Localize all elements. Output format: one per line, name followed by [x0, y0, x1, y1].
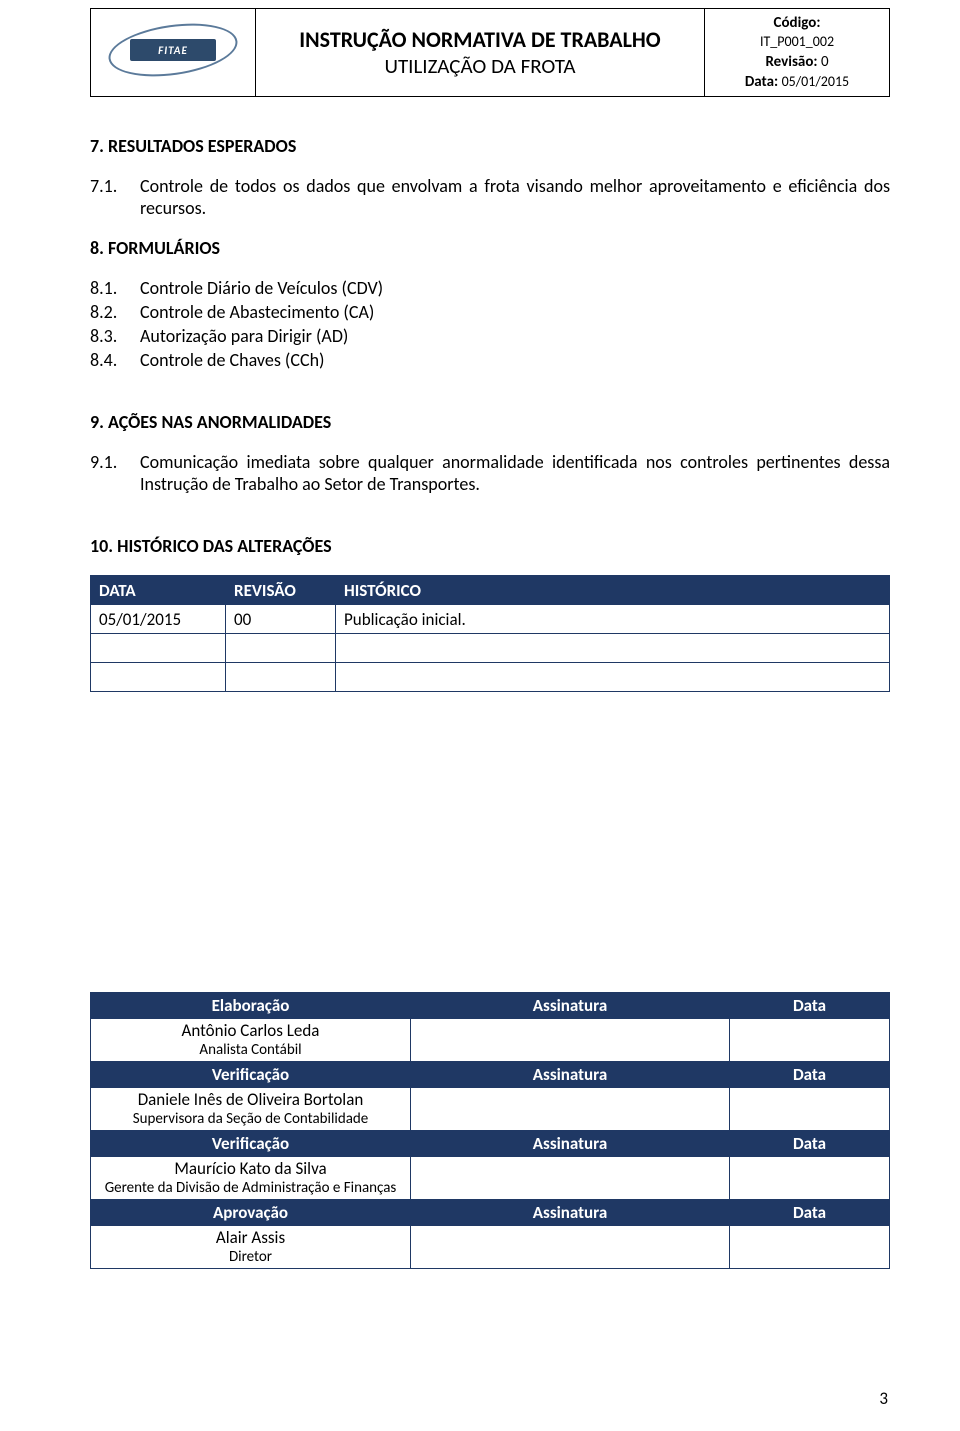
sig-signature-cell [411, 1226, 730, 1269]
table-row: Antônio Carlos Leda Analista Contábil [91, 1019, 890, 1062]
sig-role-header: Elaboração [91, 993, 411, 1019]
rev-value: 0 [821, 53, 829, 71]
table-row: 05/01/2015 00 Publicação inicial. [91, 605, 890, 634]
sig-sig-header: Assinatura [411, 1062, 730, 1088]
item-num: 7.1. [90, 175, 140, 219]
cell [226, 634, 336, 663]
hist-col-rev: REVISÃO [226, 576, 336, 605]
section-7-heading: 7. RESULTADOS ESPERADOS [90, 135, 890, 157]
code-value: IT_P001_002 [711, 33, 883, 52]
item-num: 8.1. [90, 277, 140, 299]
sig-name: Antônio Carlos Leda [182, 1020, 320, 1041]
sig-role: Supervisora da Seção de Contabilidade [97, 1110, 404, 1129]
date-value: 05/01/2015 [782, 73, 850, 90]
cell [91, 663, 226, 692]
sig-name-cell: Maurício Kato da Silva Gerente da Divisã… [91, 1157, 411, 1200]
history-table: DATA REVISÃO HISTÓRICO 05/01/2015 00 Pub… [90, 575, 890, 692]
sig-name: Alair Assis [216, 1227, 285, 1248]
code-label: Código: [774, 14, 821, 32]
cell [336, 663, 890, 692]
item-8-2: 8.2. Controle de Abastecimento (CA) [90, 301, 890, 323]
page-number: 3 [879, 1388, 888, 1409]
sig-name-cell: Antônio Carlos Leda Analista Contábil [91, 1019, 411, 1062]
logo-cell: FITAE [91, 9, 256, 97]
cell [226, 663, 336, 692]
sig-role: Diretor [97, 1248, 404, 1267]
item-text: Controle Diário de Veículos (CDV) [140, 277, 890, 299]
sig-sig-header: Assinatura [411, 1200, 730, 1226]
meta-cell: Código: IT_P001_002 Revisão: 0 Data: 05/… [705, 9, 890, 97]
rev-label: Revisão: [765, 53, 817, 71]
sig-date-cell [730, 1088, 890, 1131]
cell [336, 634, 890, 663]
table-row: Daniele Inês de Oliveira Bortolan Superv… [91, 1088, 890, 1131]
logo-icon: FITAE [108, 25, 238, 75]
item-8-4: 8.4. Controle de Chaves (CCh) [90, 349, 890, 371]
section-9-heading: 9. AÇÕES NAS ANORMALIDADES [90, 411, 890, 433]
item-num: 8.4. [90, 349, 140, 371]
title-cell: INSTRUÇÃO NORMATIVA DE TRABALHO UTILIZAÇ… [256, 9, 705, 97]
sig-name: Maurício Kato da Silva [174, 1158, 326, 1179]
sig-signature-cell [411, 1019, 730, 1062]
sig-sig-header: Assinatura [411, 993, 730, 1019]
sig-name-cell: Alair Assis Diretor [91, 1226, 411, 1269]
item-num: 9.1. [90, 451, 140, 495]
sig-role-header: Verificação [91, 1062, 411, 1088]
doc-title-line2: UTILIZAÇÃO DA FROTA [262, 53, 698, 79]
hist-col-data: DATA [91, 576, 226, 605]
item-text: Controle de Chaves (CCh) [140, 349, 890, 371]
section-10-heading: 10. HISTÓRICO DAS ALTERAÇÕES [90, 535, 890, 557]
table-row: Maurício Kato da Silva Gerente da Divisã… [91, 1157, 890, 1200]
item-7-1: 7.1. Controle de todos os dados que envo… [90, 175, 890, 219]
cell [91, 634, 226, 663]
cell: 00 [226, 605, 336, 634]
table-row: Alair Assis Diretor [91, 1226, 890, 1269]
sig-role-header: Verificação [91, 1131, 411, 1157]
sig-date-header: Data [730, 1131, 890, 1157]
item-text: Controle de todos os dados que envolvam … [140, 175, 890, 219]
logo-text: FITAE [130, 39, 216, 61]
sig-role: Analista Contábil [97, 1041, 404, 1060]
table-row [91, 663, 890, 692]
item-num: 8.3. [90, 325, 140, 347]
item-text: Controle de Abastecimento (CA) [140, 301, 890, 323]
sig-date-cell [730, 1226, 890, 1269]
sig-role-header: Aprovação [91, 1200, 411, 1226]
sig-name: Daniele Inês de Oliveira Bortolan [138, 1089, 364, 1110]
sig-date-cell [730, 1019, 890, 1062]
sig-date-cell [730, 1157, 890, 1200]
cell: Publicação inicial. [336, 605, 890, 634]
table-row [91, 634, 890, 663]
hist-col-desc: HISTÓRICO [336, 576, 890, 605]
sig-role: Gerente da Divisão de Administração e Fi… [97, 1179, 404, 1198]
sig-signature-cell [411, 1088, 730, 1131]
sig-name-cell: Daniele Inês de Oliveira Bortolan Superv… [91, 1088, 411, 1131]
signature-table: Elaboração Assinatura Data Antônio Carlo… [90, 992, 890, 1269]
item-text: Comunicação imediata sobre qualquer anor… [140, 451, 890, 495]
cell: 05/01/2015 [91, 605, 226, 634]
item-8-1: 8.1. Controle Diário de Veículos (CDV) [90, 277, 890, 299]
document-header: FITAE INSTRUÇÃO NORMATIVA DE TRABALHO UT… [90, 8, 890, 97]
item-text: Autorização para Dirigir (AD) [140, 325, 890, 347]
item-8-3: 8.3. Autorização para Dirigir (AD) [90, 325, 890, 347]
sig-date-header: Data [730, 1062, 890, 1088]
doc-title-line1: INSTRUÇÃO NORMATIVA DE TRABALHO [262, 26, 698, 53]
section-8-heading: 8. FORMULÁRIOS [90, 237, 890, 259]
sig-date-header: Data [730, 993, 890, 1019]
sig-sig-header: Assinatura [411, 1131, 730, 1157]
item-num: 8.2. [90, 301, 140, 323]
item-9-1: 9.1. Comunicação imediata sobre qualquer… [90, 451, 890, 495]
sig-date-header: Data [730, 1200, 890, 1226]
date-label: Data: [745, 73, 778, 91]
sig-signature-cell [411, 1157, 730, 1200]
